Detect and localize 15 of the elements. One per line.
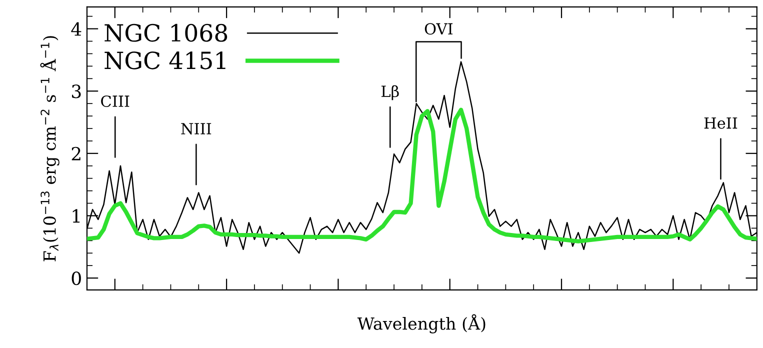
x-axis-title: Wavelength (Å) xyxy=(357,314,486,334)
y-tick-label: 4 xyxy=(71,22,82,36)
annotation: HeII xyxy=(704,117,738,129)
legend-label: NGC 4151 xyxy=(104,51,226,70)
annotation: OVI xyxy=(424,23,453,35)
line-series xyxy=(86,108,757,244)
annotation: CIII xyxy=(101,95,130,108)
text: F$_{λ}$(10$^{−13}$ erg cm$^{−2}$ s$^{−1}$ Å$^{−1}$) xyxy=(40,36,60,262)
legend-label: NGC 1068 xyxy=(104,24,228,42)
annotation: Lβ xyxy=(381,85,399,100)
y-tick-label: 1 xyxy=(72,209,80,223)
y-tick-label: 3 xyxy=(72,84,81,98)
annotation: NIII xyxy=(181,123,212,134)
y-tick-label: 0 xyxy=(72,272,81,286)
y-tick-label: 2 xyxy=(72,146,80,160)
